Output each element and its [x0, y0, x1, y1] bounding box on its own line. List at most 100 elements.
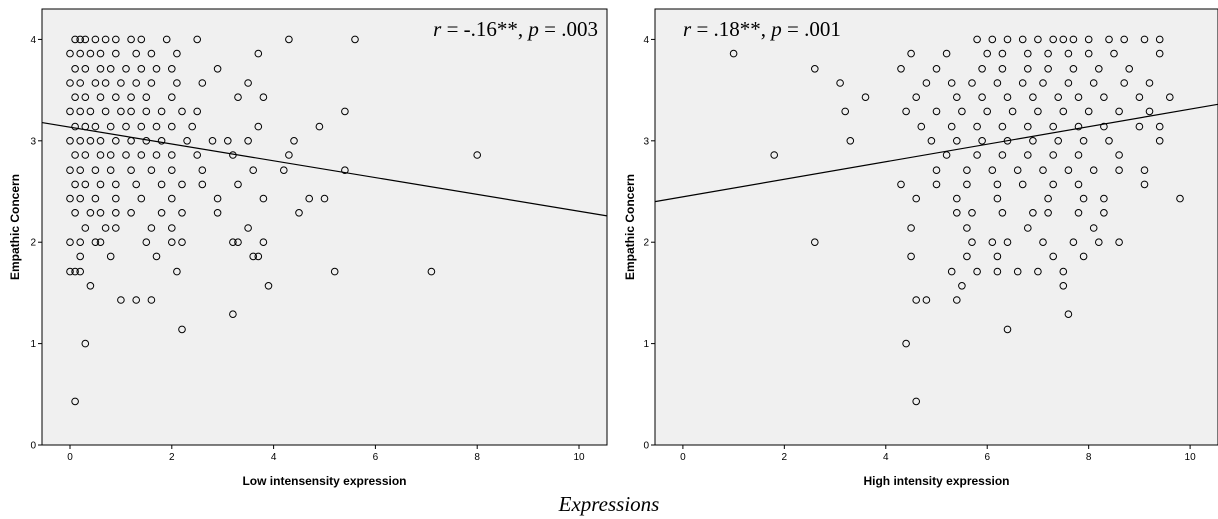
data-point	[86, 282, 95, 290]
data-point	[1105, 35, 1113, 44]
regression-line	[41, 121, 608, 217]
data-point	[254, 122, 263, 131]
data-point	[1120, 35, 1128, 44]
data-point	[132, 180, 140, 189]
data-point	[1054, 93, 1062, 101]
data-point	[173, 79, 181, 87]
data-point	[932, 107, 941, 116]
data-point	[473, 151, 482, 159]
data-point	[963, 224, 971, 232]
data-point	[953, 209, 961, 217]
data-point	[1018, 180, 1027, 189]
data-point	[66, 137, 74, 145]
data-point	[1018, 35, 1027, 44]
data-point	[902, 107, 910, 116]
data-point	[122, 122, 130, 131]
y-tick-label: 3	[30, 136, 36, 147]
data-point	[137, 65, 146, 73]
data-point	[168, 166, 176, 174]
data-point	[71, 209, 79, 217]
data-point	[1125, 65, 1133, 73]
data-point	[932, 65, 941, 73]
data-point	[993, 79, 1002, 87]
data-point	[127, 107, 135, 116]
data-point	[193, 107, 201, 116]
data-point	[978, 65, 986, 73]
data-point	[173, 49, 181, 58]
data-point	[76, 79, 84, 87]
data-point	[907, 49, 915, 58]
y-tick-label: 4	[30, 35, 36, 46]
data-point	[912, 397, 921, 406]
data-point	[846, 137, 855, 145]
data-point	[983, 49, 992, 58]
data-point	[1084, 107, 1093, 116]
data-point	[101, 224, 110, 232]
data-point	[224, 137, 232, 145]
data-point	[168, 238, 176, 246]
data-point	[96, 49, 105, 58]
data-point	[1059, 35, 1068, 44]
data-point	[1049, 180, 1057, 189]
data-point	[137, 194, 146, 203]
data-point	[320, 194, 329, 203]
data-point	[91, 122, 100, 131]
data-point	[208, 137, 217, 145]
data-point	[254, 49, 263, 58]
data-point	[91, 35, 100, 44]
data-point	[117, 79, 125, 87]
figure-caption: Expressions	[558, 492, 660, 516]
correlation-annotation: r = -.16**, p = .003	[433, 17, 598, 41]
data-point	[101, 79, 110, 87]
data-point	[254, 252, 263, 261]
data-point	[259, 93, 268, 101]
data-point	[861, 93, 870, 101]
data-point	[1024, 122, 1032, 131]
data-point	[1039, 166, 1047, 174]
data-point	[96, 65, 105, 73]
x-tick-label: 10	[1185, 452, 1197, 463]
data-point	[1074, 180, 1083, 189]
data-point	[168, 65, 176, 73]
data-point	[932, 166, 941, 174]
data-point	[1115, 166, 1123, 174]
data-point	[953, 194, 961, 203]
data-point	[66, 194, 74, 203]
data-point	[71, 35, 79, 44]
data-point	[96, 93, 105, 101]
data-point	[213, 65, 222, 73]
data-point	[244, 79, 252, 87]
data-point	[106, 151, 115, 159]
data-point	[953, 93, 961, 101]
data-point	[152, 65, 161, 73]
data-point	[1155, 49, 1164, 58]
data-point	[836, 79, 844, 87]
data-point	[96, 151, 105, 159]
data-point	[76, 166, 84, 174]
data-point	[341, 107, 349, 116]
data-point	[112, 180, 120, 189]
data-point	[963, 166, 971, 174]
x-tick-label: 0	[680, 452, 686, 463]
data-point	[1110, 49, 1118, 58]
data-point	[1140, 180, 1149, 189]
y-axis-label: Empathic Concern	[8, 174, 22, 280]
data-point	[907, 252, 915, 261]
data-point	[998, 49, 1007, 58]
regression-line	[654, 103, 1218, 203]
data-point	[1059, 267, 1068, 276]
data-point	[147, 224, 156, 232]
data-point	[427, 267, 436, 276]
data-point	[1069, 238, 1078, 246]
data-point	[81, 151, 90, 159]
y-tick-label: 0	[643, 441, 649, 452]
data-point	[1095, 238, 1103, 246]
data-point	[958, 107, 966, 116]
data-point	[122, 65, 130, 73]
data-point	[1054, 137, 1062, 145]
data-point	[106, 252, 115, 261]
data-point	[178, 325, 186, 334]
data-point	[71, 122, 79, 131]
data-point	[137, 122, 146, 131]
data-point	[907, 224, 915, 232]
